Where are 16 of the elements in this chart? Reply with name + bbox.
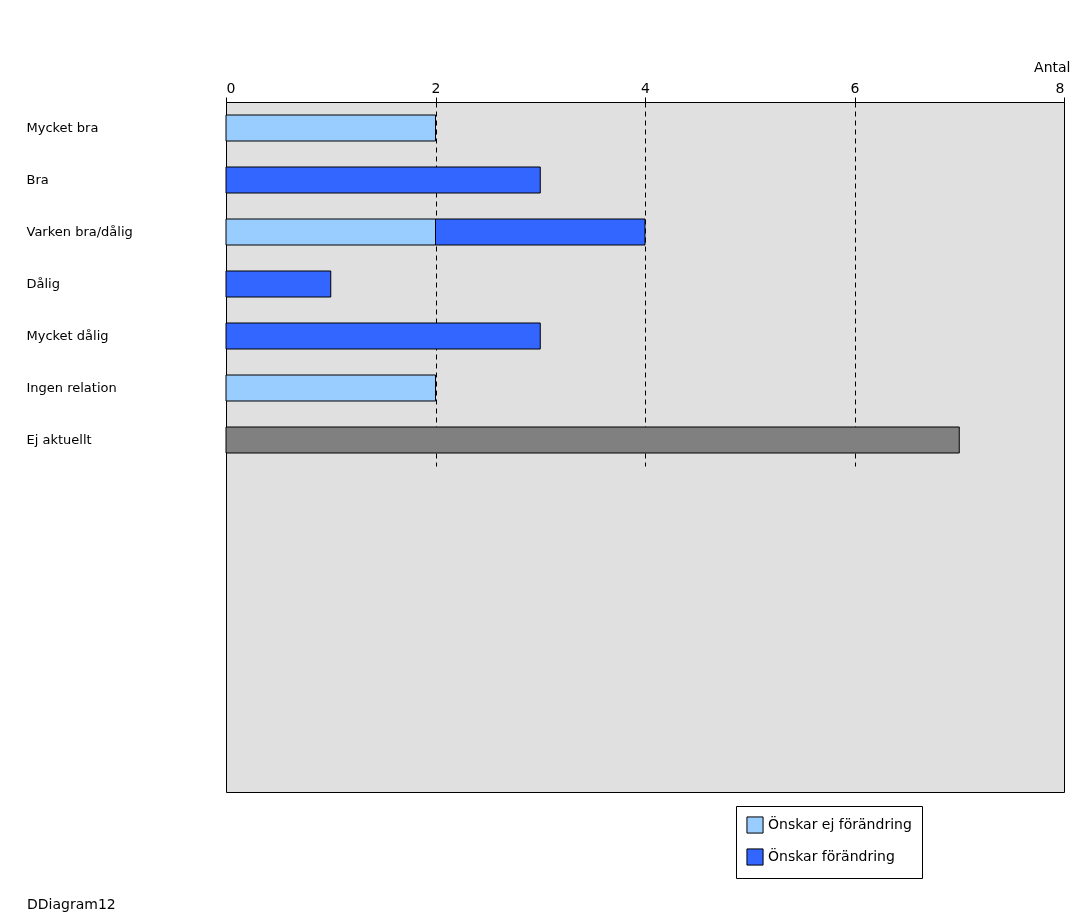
y-tick-label: Bra (26, 172, 49, 187)
x-tick-label: 6 (850, 79, 860, 96)
legend-label: Önskar ej förändring (768, 815, 912, 832)
x-axis-title: Antal (1034, 58, 1071, 75)
y-tick-label: Mycket dålig (26, 328, 109, 343)
y-tick-label: Ej aktuellt (26, 432, 92, 447)
text: DDiagram12 (27, 896, 116, 912)
x-tick-label: 8 (1055, 79, 1065, 96)
y-tick-label: Ingen relation (26, 380, 117, 395)
y-tick-label: Mycket bra (26, 120, 99, 135)
legend-label: Önskar förändring (768, 847, 895, 864)
x-tick-label: 4 (641, 79, 651, 96)
x-tick-label: 0 (226, 79, 236, 96)
x-tick-label: 2 (431, 79, 441, 96)
y-tick-label: Dålig (26, 276, 60, 291)
y-tick-label: Varken bra/dålig (26, 224, 133, 239)
